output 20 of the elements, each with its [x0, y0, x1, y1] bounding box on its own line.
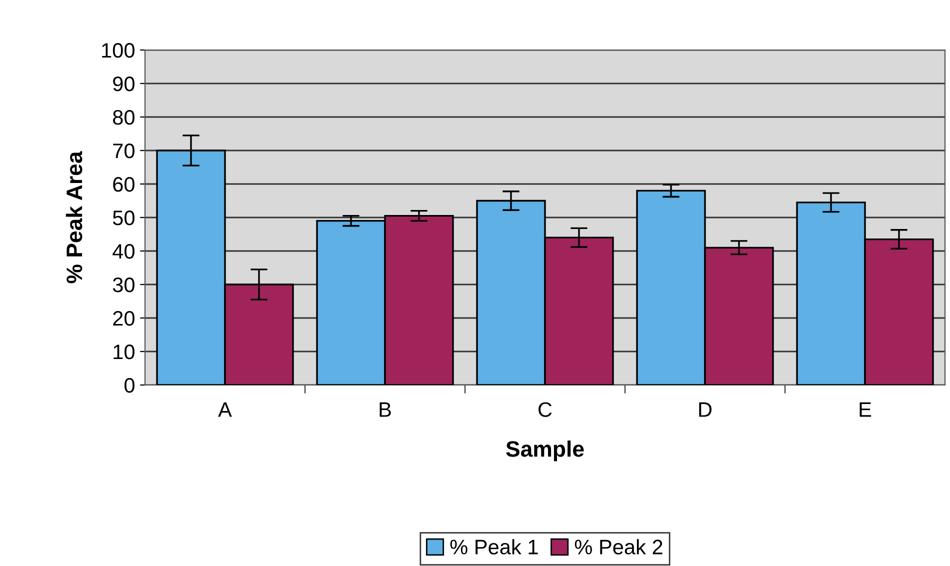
legend-label: % Peak 1: [450, 539, 538, 554]
x-axis-title: Sample: [506, 440, 584, 462]
x-tick-label: E: [860, 402, 872, 417]
y-tick-label: 50: [112, 210, 134, 226]
x-tick-label: D: [699, 402, 712, 417]
y-tick-label: 60: [113, 177, 134, 192]
y-tick-label: 70: [113, 144, 134, 158]
y-tick-label: 0: [124, 378, 134, 393]
y-tick-label: 40: [112, 244, 134, 259]
y-tick-label: 80: [113, 110, 134, 125]
x-tick-label: C: [538, 402, 552, 417]
legend-label: % Peak 2: [574, 539, 662, 554]
y-tick-label: 90: [113, 76, 134, 92]
y-tick-label: 30: [112, 278, 134, 292]
y-tick-label: 20: [113, 311, 134, 326]
y-axis-title: % Peak Area: [66, 151, 82, 284]
x-tick-label: A: [218, 402, 232, 417]
y-tick-label: 10: [114, 344, 134, 360]
y-tick-label: 100: [102, 43, 134, 58]
x-tick-label: B: [380, 402, 391, 417]
